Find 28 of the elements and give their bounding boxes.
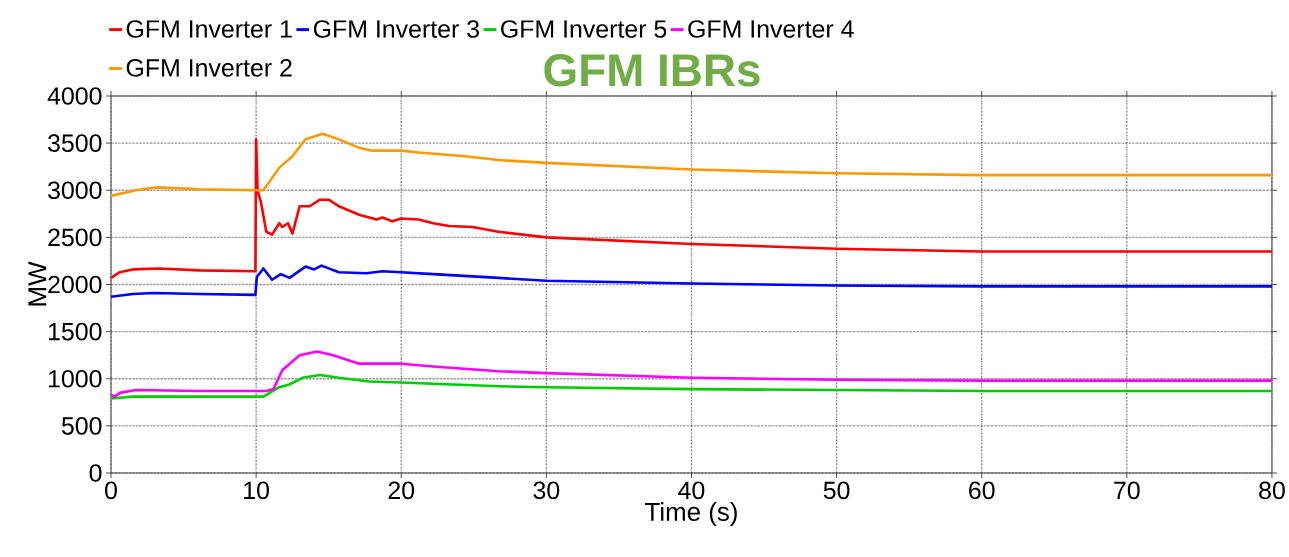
x-tick-label: 70 xyxy=(1114,481,1140,500)
y-tick-label: 4000 xyxy=(47,87,102,105)
legend-label: GFM Inverter 1 xyxy=(126,20,292,38)
x-tick-label: 40 xyxy=(678,481,705,500)
y-tick-label: 1500 xyxy=(48,322,102,341)
x-tick-label: 10 xyxy=(244,481,269,500)
legend-label: GFM Inverter 5 xyxy=(501,20,667,38)
x-tick-label: 0 xyxy=(105,481,117,500)
y-tick-label: 3500 xyxy=(48,134,102,152)
x-tick-label: 30 xyxy=(533,481,560,500)
legend-label: GFM Inverter 3 xyxy=(313,20,479,38)
x-tick-label: 20 xyxy=(388,481,415,500)
x-tick-label: 50 xyxy=(823,481,850,500)
legend-label: GFM Inverter 4 xyxy=(688,20,854,38)
line-series xyxy=(111,264,1272,299)
line-series xyxy=(111,350,1272,398)
y-tick-label: 2500 xyxy=(48,228,102,247)
y-axis-title: MW xyxy=(28,261,47,306)
legend-label: GFM Inverter 2 xyxy=(126,59,292,77)
y-tick-label: 0 xyxy=(89,464,102,482)
y-tick-label: 3000 xyxy=(48,181,102,200)
x-tick-label: 60 xyxy=(969,481,995,500)
y-tick-label: 2000 xyxy=(48,275,102,294)
y-tick-label: 1000 xyxy=(48,369,102,388)
chart-title: GFM IBRs xyxy=(544,54,760,87)
y-tick-label: 500 xyxy=(61,417,102,435)
x-axis-title: Time (s) xyxy=(645,502,737,527)
x-tick-label: 80 xyxy=(1259,481,1285,500)
